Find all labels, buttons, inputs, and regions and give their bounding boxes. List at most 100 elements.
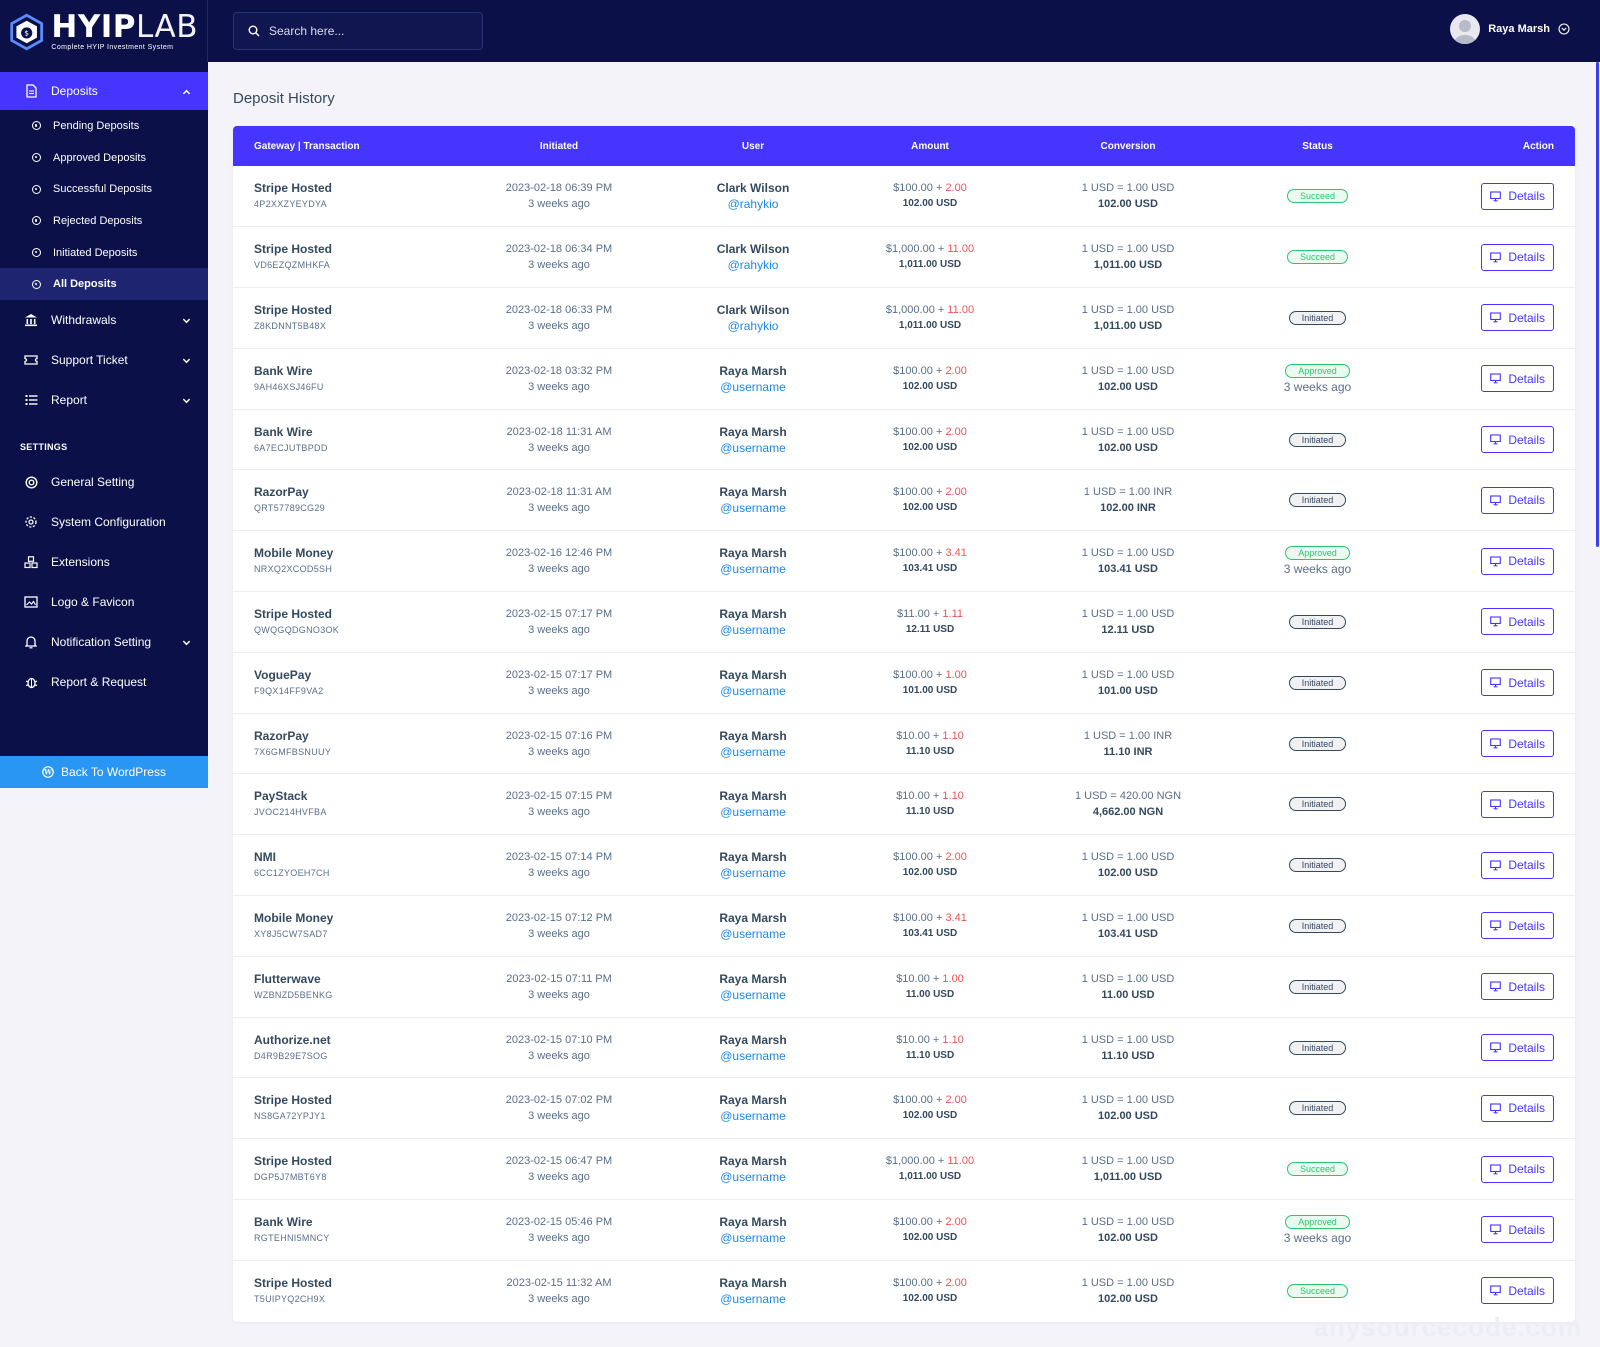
amount-value: $100.00 <box>893 1094 933 1107</box>
amount-total: 102.00 USD <box>902 1110 958 1122</box>
sidebar-sub-successful-deposits[interactable]: Successful Deposits <box>0 173 208 205</box>
user-fullname: Raya Marsh <box>719 606 787 621</box>
sidebar-item-system-configuration[interactable]: System Configuration <box>0 502 208 542</box>
sidebar-item-general-setting[interactable]: General Setting <box>0 462 208 502</box>
details-button[interactable]: Details <box>1481 608 1554 636</box>
details-button[interactable]: Details <box>1481 182 1554 210</box>
user-profile-link[interactable]: @rahykio <box>727 197 779 212</box>
sidebar-sub-initiated-deposits[interactable]: Initiated Deposits <box>0 237 208 269</box>
status-cell: Initiated <box>1245 652 1390 713</box>
details-button[interactable]: Details <box>1481 912 1554 940</box>
transaction-id: WZBNZD5BENKG <box>254 989 333 1000</box>
sidebar-item-support-ticket[interactable]: Support Ticket <box>0 340 208 380</box>
user-profile-link[interactable]: @username <box>720 1230 786 1245</box>
sidebar-item-label: Withdrawals <box>51 313 117 328</box>
details-button[interactable]: Details <box>1481 304 1554 332</box>
amount-total: 1,011.00 USD <box>898 259 962 271</box>
amount-value: $100.00 <box>893 1215 933 1228</box>
user-profile-link[interactable]: @username <box>720 744 786 759</box>
details-button[interactable]: Details <box>1481 730 1554 758</box>
user-profile-link[interactable]: @username <box>720 987 786 1002</box>
gateway-name: Stripe Hosted <box>254 302 333 317</box>
user-profile-link[interactable]: @username <box>720 805 786 820</box>
sidebar-item-label: Notification Setting <box>51 635 152 650</box>
details-button[interactable]: Details <box>1481 669 1554 697</box>
user-profile-link[interactable]: @username <box>720 866 786 881</box>
user-profile-link[interactable]: @username <box>720 1170 786 1185</box>
desktop-icon <box>1490 1103 1502 1114</box>
details-button[interactable]: Details <box>1481 243 1554 271</box>
brand-logo[interactable]: $ HYIPLAB Complete HYIP Investment Syste… <box>8 12 198 52</box>
user-profile-link[interactable]: @rahykio <box>727 318 779 333</box>
user-cell: Raya Marsh @username <box>657 470 849 531</box>
status-cell: Initiated <box>1245 409 1390 470</box>
conversion-total: 12.11 USD <box>1101 623 1155 636</box>
amount-cell: $10.00 + 1.00 11.00 USD <box>849 956 1011 1017</box>
details-button[interactable]: Details <box>1481 1216 1554 1244</box>
amount-value: $11.00 <box>897 607 930 620</box>
search-input[interactable] <box>269 24 469 38</box>
sidebar-item-deposits[interactable]: Deposits <box>0 72 208 110</box>
details-button[interactable]: Details <box>1481 1094 1554 1122</box>
amount-value: $100.00 <box>893 425 933 438</box>
header-conversion: Conversion <box>1100 140 1156 152</box>
status-cell: Initiated <box>1245 592 1390 653</box>
sidebar-sub-all-deposits[interactable]: All Deposits <box>0 268 208 301</box>
details-button[interactable]: Details <box>1481 1034 1554 1062</box>
details-button[interactable]: Details <box>1481 365 1554 393</box>
header-user: User <box>741 140 765 152</box>
sidebar-item-report[interactable]: Report <box>0 380 208 420</box>
amount-line: $100.00 + 2.00 <box>893 1276 967 1289</box>
gateway-name: Flutterwave <box>254 971 321 986</box>
sidebar-sub-pending-deposits[interactable]: Pending Deposits <box>0 110 208 142</box>
user-menu[interactable]: Raya Marsh <box>1450 13 1570 45</box>
sidebar-sub-approved-deposits[interactable]: Approved Deposits <box>0 142 208 174</box>
user-profile-link[interactable]: @username <box>720 683 786 698</box>
user-profile-link[interactable]: @username <box>720 379 786 394</box>
sidebar-sub-rejected-deposits[interactable]: Rejected Deposits <box>0 205 208 237</box>
details-button[interactable]: Details <box>1481 1155 1554 1183</box>
action-cell: Details <box>1390 835 1575 896</box>
sidebar-scrollbar[interactable] <box>1596 62 1599 547</box>
sidebar-item-label: Logo & Favicon <box>51 595 135 610</box>
sidebar-item-extensions[interactable]: Extensions <box>0 542 208 582</box>
user-fullname: Raya Marsh <box>719 546 787 561</box>
user-profile-link[interactable]: @username <box>720 440 786 455</box>
details-button[interactable]: Details <box>1481 790 1554 818</box>
user-profile-link[interactable]: @username <box>720 926 786 941</box>
search-box <box>233 12 483 50</box>
sidebar-item-report-request[interactable]: Report & Request <box>0 662 208 702</box>
details-button[interactable]: Details <box>1481 1277 1554 1305</box>
avatar[interactable] <box>1450 14 1481 44</box>
amount-value: $1,000.00 <box>885 243 935 256</box>
conversion-cell: 1 USD = 1.00 USD 101.00 USD <box>1011 652 1245 713</box>
sidebar-item-withdrawals[interactable]: Withdrawals <box>0 300 208 340</box>
user-profile-link[interactable]: @username <box>720 1048 786 1063</box>
amount-value: $1,000.00 <box>885 303 935 316</box>
user-name[interactable]: Raya Marsh <box>1488 23 1550 35</box>
transaction-id: NRXQ2XCOD5SH <box>254 564 333 575</box>
details-button[interactable]: Details <box>1481 547 1554 575</box>
conversion-cell: 1 USD = 1.00 INR 102.00 INR <box>1011 470 1245 531</box>
details-button[interactable]: Details <box>1481 851 1554 879</box>
details-button[interactable]: Details <box>1481 426 1554 454</box>
chevron-down-circle-icon[interactable] <box>1558 23 1570 35</box>
user-profile-link[interactable]: @rahykio <box>727 258 779 273</box>
user-profile-link[interactable]: @username <box>720 1109 786 1124</box>
user-avatar-icon <box>1454 20 1477 44</box>
header-initiated: Initiated <box>539 140 579 152</box>
sidebar-item-notification-setting[interactable]: Notification Setting <box>0 622 208 662</box>
initiated-cell: 2023-02-16 12:46 PM 3 weeks ago <box>461 531 657 592</box>
details-button[interactable]: Details <box>1481 973 1554 1001</box>
conversion-total: 102.00 USD <box>1098 867 1158 880</box>
details-button[interactable]: Details <box>1481 486 1554 514</box>
user-profile-link[interactable]: @username <box>720 1291 786 1306</box>
user-profile-link[interactable]: @username <box>720 501 786 516</box>
sidebar-item-label: Report <box>51 393 88 408</box>
transaction-id: RGTEHNI5MNCY <box>254 1232 330 1243</box>
back-to-wordpress-button[interactable]: W Back To WordPress <box>0 756 208 788</box>
user-profile-link[interactable]: @username <box>720 562 786 577</box>
user-cell: Raya Marsh @username <box>657 896 849 957</box>
sidebar-item-logo-favicon[interactable]: Logo & Favicon <box>0 582 208 622</box>
user-profile-link[interactable]: @username <box>720 622 786 637</box>
